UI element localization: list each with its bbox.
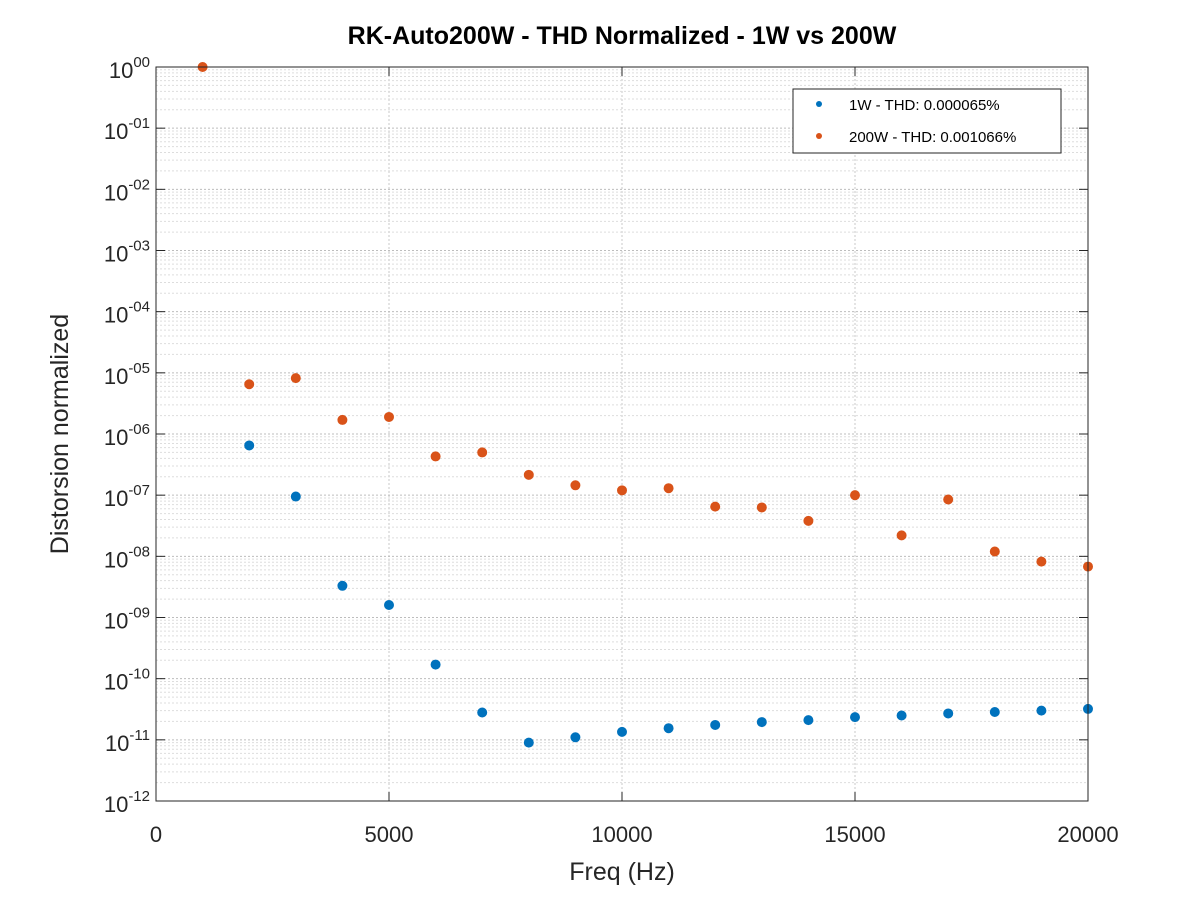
series-1-point bbox=[430, 659, 441, 670]
y-tick-label: 10-08 bbox=[104, 543, 150, 572]
series-2-point bbox=[803, 515, 814, 526]
series-2-point bbox=[943, 494, 954, 505]
legend-label-1: 1W - THD: 0.000065% bbox=[849, 97, 1000, 114]
series-1-point bbox=[710, 719, 721, 730]
y-tick-label: 10-11 bbox=[105, 727, 150, 756]
series-1-point bbox=[803, 715, 814, 726]
series-2-point bbox=[663, 483, 674, 494]
series-2-point bbox=[384, 411, 394, 422]
x-tick-label: 10000 bbox=[591, 822, 652, 847]
y-tick-label: 10-03 bbox=[104, 238, 150, 267]
y-tick-label: 1000 bbox=[109, 54, 150, 83]
y-tick-label: 10-07 bbox=[104, 482, 150, 511]
legend: 1W - THD: 0.000065% 200W - THD: 0.001066% bbox=[792, 88, 1062, 154]
axis-ticks: 0 5000 10000 15000 20000 1000 10-01 10-02 10-03 1… bbox=[104, 54, 1119, 847]
series-1-point bbox=[570, 732, 581, 743]
series-1-point bbox=[477, 707, 488, 718]
chart-title: RK-Auto200W - THD Normalized - 1W vs 200… bbox=[348, 22, 897, 50]
data-points bbox=[197, 62, 1093, 748]
series-1-point bbox=[943, 708, 954, 719]
series-2-point bbox=[337, 414, 348, 425]
series-2-point bbox=[1036, 556, 1047, 567]
series-2-point bbox=[756, 502, 767, 513]
y-tick-label: 10-09 bbox=[104, 605, 150, 634]
grid-lines bbox=[156, 67, 1088, 801]
legend-box bbox=[792, 88, 1062, 154]
legend-marker-2 bbox=[816, 133, 822, 139]
series-1-point bbox=[756, 717, 767, 728]
series-1-point bbox=[850, 712, 860, 723]
x-axis-label: Freq (Hz) bbox=[569, 858, 675, 886]
series-2-point bbox=[710, 501, 721, 512]
legend-marker-1 bbox=[816, 101, 822, 107]
x-tick-label: 0 bbox=[150, 822, 162, 847]
series-1-point bbox=[290, 491, 301, 502]
series-2-point bbox=[617, 485, 627, 496]
series-1-point bbox=[244, 440, 255, 451]
y-tick-label: 10-05 bbox=[104, 360, 150, 389]
series-1-point bbox=[384, 600, 394, 611]
series-2-point bbox=[570, 480, 581, 491]
series-1-point bbox=[663, 723, 674, 734]
x-tick-label: 5000 bbox=[365, 822, 414, 847]
series-1-point bbox=[523, 737, 534, 748]
y-axis-label: Distorsion normalized bbox=[46, 314, 74, 554]
series-2-point bbox=[989, 546, 1000, 557]
y-tick-label: 10-04 bbox=[104, 299, 150, 328]
series-1-point bbox=[896, 710, 907, 721]
x-tick-label: 15000 bbox=[824, 822, 885, 847]
series-1-point bbox=[337, 580, 348, 591]
x-tick-label: 20000 bbox=[1057, 822, 1118, 847]
legend-label-2: 200W - THD: 0.001066% bbox=[849, 129, 1016, 146]
series-2-point bbox=[430, 451, 441, 462]
series-2-point bbox=[896, 530, 907, 541]
series-2-point bbox=[477, 447, 488, 458]
y-tick-label: 10-10 bbox=[104, 666, 150, 695]
series-1-point bbox=[1036, 705, 1047, 716]
series-2-point bbox=[850, 490, 860, 501]
series-2-point bbox=[244, 379, 255, 390]
series-2-point bbox=[290, 373, 301, 384]
y-tick-label: 10-12 bbox=[104, 788, 150, 817]
y-tick-label: 10-02 bbox=[104, 176, 150, 205]
y-tick-label: 10-01 bbox=[104, 115, 150, 144]
series-1-point bbox=[617, 726, 627, 737]
y-tick-label: 10-06 bbox=[104, 421, 150, 450]
series-1-point bbox=[989, 707, 1000, 718]
series-2-point bbox=[523, 469, 534, 480]
